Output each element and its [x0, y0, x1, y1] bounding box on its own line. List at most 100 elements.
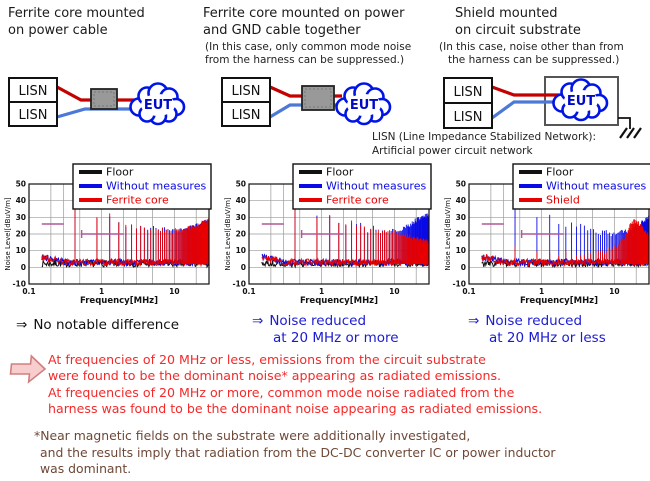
y-tick-label: 10: [236, 246, 246, 255]
y-tick-label: 0: [461, 263, 466, 272]
title-line: on circuit substrate: [455, 23, 581, 38]
column-title-ferrite-power: Ferrite core mounted on power cable: [8, 5, 145, 39]
right-arrow-icon: ⇒: [252, 313, 264, 329]
footnote-line: and the results imply that radiation fro…: [40, 444, 556, 460]
title-line: on power cable: [8, 23, 108, 38]
x-tick-label: 1: [319, 287, 324, 296]
legend-label: Floor: [326, 166, 354, 179]
eut-label: EUT: [350, 98, 378, 113]
title-line: Shield mounted: [455, 6, 558, 21]
y-tick-label: -10: [232, 280, 246, 289]
ferrite-core-icon: [90, 88, 118, 110]
legend-label: Ferrite core: [326, 194, 389, 207]
title-line: and GND cable together: [203, 23, 361, 38]
y-tick-label: 10: [456, 246, 466, 255]
note-line: (In this case, noise other than from: [439, 41, 624, 53]
diagram-ferrite-power-cable: EUT LISN LISN: [8, 77, 186, 127]
legend-label: Without measures: [326, 180, 426, 193]
legend-label: Ferrite core: [106, 194, 169, 207]
emission-chart-svg: -10 0 10 20 30 40 50 0.1 1 10 Frequency[MHz] Noise …: [444, 163, 650, 306]
y-tick-label: 50: [16, 180, 26, 189]
conclusion-shield: ⇒ Noise reduced at 20 MHz or less: [468, 313, 606, 346]
emission-chart-svg: -10 0 10 20 30 40 50 0.1 1 10 Frequency[MHz] Noise …: [4, 163, 212, 306]
diagram-ferrite-both-cables: EUT LISN LISN: [221, 77, 392, 127]
lisn-box: [221, 77, 271, 103]
diagram-shield-substrate: EUT LISN LISN: [443, 76, 642, 139]
lisn-label: LISN: [18, 108, 47, 123]
y-tick-label: 20: [456, 230, 466, 239]
emission-chart-svg: -10 0 10 20 30 40 50 0.1 1 10 Frequency[MHz] Noise …: [224, 163, 432, 306]
chart-ferrite-both-cables: -10 0 10 20 30 40 50 0.1 1 10 Frequency[MHz] Noise …: [223, 162, 433, 312]
note-line: from the harness can be suppressed.): [205, 54, 405, 66]
y-tick-label: 20: [16, 230, 26, 239]
right-arrow-icon: ⇒: [468, 313, 480, 329]
footnote: *Near magnetic fields on the substrate w…: [34, 428, 556, 478]
lisn-label: LISN: [231, 84, 260, 99]
footnote-line: was dominant.: [40, 461, 132, 476]
power-wire: [491, 85, 568, 97]
y-tick-label: -10: [12, 280, 26, 289]
y-tick-label: 40: [16, 196, 26, 205]
lisn-label: LISN: [18, 84, 47, 99]
finding-line: were found to be the dominant noise* app…: [48, 368, 502, 384]
finding-line: harness was found to be the dominant noi…: [48, 400, 543, 416]
right-arrow-icon: ⇒: [16, 317, 28, 333]
note-line: (In this case, only common mode noise: [205, 41, 412, 53]
note-line: the harness can be suppressed.): [448, 54, 620, 66]
y-tick-label: 10: [16, 246, 26, 255]
y-axis-label: Noise Level[dBuV/m]: [4, 197, 12, 270]
title-line: Ferrite core mounted on power: [203, 6, 405, 21]
y-tick-label: 0: [21, 263, 26, 272]
legend-label: Floor: [106, 166, 134, 179]
x-tick-label: 10: [389, 287, 399, 296]
y-tick-label: 50: [456, 180, 466, 189]
ferrite-texture: [93, 91, 115, 107]
chart-ferrite-power-cable: -10 0 10 20 30 40 50 0.1 1 10 Frequency[MHz] Noise …: [3, 162, 213, 312]
title-line: Ferrite core mounted: [8, 6, 145, 21]
y-axis-label: Noise Level[dBuV/m]: [224, 197, 232, 270]
lisn-label: LISN: [453, 85, 482, 100]
ferrite-texture: [304, 88, 332, 108]
x-tick-label: 0.1: [242, 287, 255, 296]
legend-label: Shield: [546, 194, 580, 207]
lisn-box: [8, 77, 58, 103]
conclusion-text: Noise reduced: [269, 313, 367, 329]
y-tick-label: 30: [236, 213, 246, 222]
eut-label: EUT: [567, 94, 595, 109]
eut-label: EUT: [144, 98, 172, 113]
y-tick-label: -10: [452, 280, 466, 289]
x-tick-label: 1: [99, 287, 104, 296]
column-title-shield: Shield mounted on circuit substrate: [455, 5, 581, 39]
legend-label: Without measures: [106, 180, 206, 193]
conclusion-text: at 20 MHz or less: [489, 329, 606, 346]
column-note-ferrite-both: (In this case, only common mode noise fr…: [205, 41, 411, 67]
legend-label: Floor: [546, 166, 574, 179]
y-tick-label: 40: [456, 196, 466, 205]
x-tick-label: 0.1: [462, 287, 475, 296]
conclusion-text: No notable difference: [33, 317, 180, 333]
column-note-shield: (In this case, noise other than from the…: [439, 41, 624, 67]
y-tick-label: 30: [456, 213, 466, 222]
ferrite-core-icon: [301, 85, 335, 111]
y-tick-label: 20: [236, 230, 246, 239]
lisn-box: [221, 101, 271, 127]
x-tick-label: 0.1: [22, 287, 35, 296]
conclusion-ferrite-both: ⇒ Noise reduced at 20 MHz or more: [252, 313, 399, 346]
finding-arrow-icon: [9, 354, 47, 384]
column-title-ferrite-both: Ferrite core mounted on power and GND ca…: [203, 5, 404, 39]
conclusion-ferrite-power: ⇒ No notable difference: [16, 317, 179, 334]
finding-text: At frequencies of 20 MHz or less, emissi…: [48, 352, 542, 417]
legend-label: Without measures: [546, 180, 646, 193]
ground-wire: [618, 117, 631, 129]
conclusion-text: at 20 MHz or more: [273, 329, 399, 346]
caption-line: LISN (Line Impedance Stabilized Network)…: [372, 131, 596, 143]
caption-line: Artificial power circuit network: [372, 144, 533, 157]
x-axis-label: Frequency[MHz]: [520, 296, 598, 306]
y-tick-label: 30: [16, 213, 26, 222]
footnote-line: *Near magnetic fields on the substrate w…: [34, 428, 471, 443]
x-tick-label: 10: [169, 287, 179, 296]
lisn-label: LISN: [453, 110, 482, 125]
x-axis-label: Frequency[MHz]: [80, 296, 158, 306]
x-tick-label: 10: [609, 287, 619, 296]
lisn-caption: LISN (Line Impedance Stabilized Network)…: [372, 131, 596, 158]
